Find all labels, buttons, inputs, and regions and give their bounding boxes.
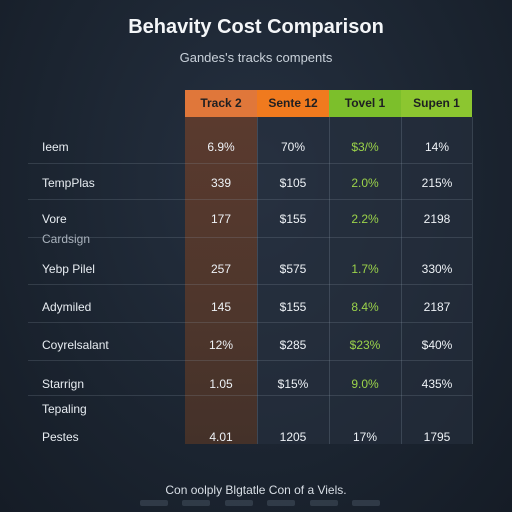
table-cell: $15% [277,377,309,391]
table-cell: 435% [421,377,453,391]
table-cell: 8.4% [351,300,379,314]
row-sublabel: Pestes [42,430,79,444]
column-divider [401,117,402,444]
row-sublabel: Cardsign [42,232,91,246]
column-header-sente: Sente 12 [257,90,329,117]
row-divider [28,237,472,238]
table-cell: 257 [210,262,232,276]
column-divider [472,117,473,444]
table-cell: 330% [421,262,453,276]
table-cell: 2.0% [351,176,379,190]
table-cell: 145 [210,300,232,314]
table-cell: 215% [421,176,453,190]
column-divider [329,117,330,444]
row-divider [28,395,472,396]
comparison-table: Track 2 Sente 12 Tovel 1 Supen 1 Ieem 6.9… [28,90,474,445]
table-cell: $155 [279,212,307,226]
table-cell: $23% [349,338,381,352]
row-label: Tepaling [42,402,87,416]
row-label: Vore [42,212,67,226]
row-label: Yebp Pilel [42,262,95,276]
table-cell: 9.0% [351,377,379,391]
footnote: Con oolply Blgtatle Con of a Viels. [165,483,347,497]
chart-subtitle: Gandes's tracks compents [179,50,333,65]
table-cell: $285 [279,338,307,352]
table-cell: 14% [424,140,450,154]
row-label: Adymiled [42,300,92,314]
table-cell: 70% [280,140,306,154]
table-cell: 177 [210,212,232,226]
table-cell: $575 [279,262,307,276]
row-divider [28,284,472,285]
row-divider [28,322,472,323]
table-cell: 1205 [279,430,307,444]
table-cell: 339 [210,176,232,190]
row-label: Ieem [42,140,69,154]
column-divider [257,117,258,444]
row-label: Coyrelsalant [42,338,109,352]
table-cell: $40% [421,338,453,352]
table-cell: $3/% [351,140,379,154]
table-cell: 2187 [423,300,451,314]
table-cell: 12% [208,338,234,352]
row-divider [28,163,472,164]
table-cell: 6.9% [207,140,235,154]
row-label: TempPlas [42,176,95,190]
track-column-highlight [185,117,257,444]
table-cell: 2198 [423,212,451,226]
table-cell: 1.7% [351,262,379,276]
column-header-track: Track 2 [185,90,257,117]
table-cell: 1795 [423,430,451,444]
table-cell: $105 [279,176,307,190]
other-columns-background [257,117,472,444]
table-cell: 17% [352,430,378,444]
row-label: Starrign [42,377,85,391]
table-cell: $155 [279,300,307,314]
table-cell: 4.01 [209,430,233,444]
chart-title: Behavity Cost Comparison [128,16,384,38]
column-header-supen: Supen 1 [401,90,472,117]
table-cell: 1.05 [209,377,233,391]
footer-placeholder-bar [140,500,380,508]
column-header-tovel: Tovel 1 [329,90,401,117]
row-divider [28,360,472,361]
table-cell: 2.2% [351,212,379,226]
row-divider [28,199,472,200]
